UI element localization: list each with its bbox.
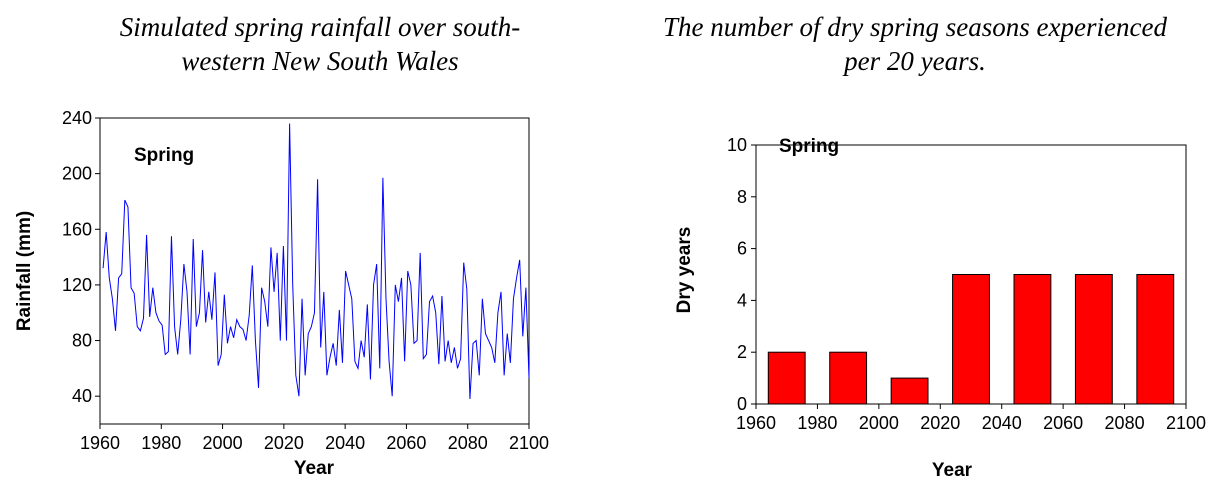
dry-years-bar-chart: 1960 1980 2000 2020 2040 2060 2080 21000246810 … [674,135,1206,481]
dry-years-chart-title: The number of dry spring seasons experie… [663,12,1167,76]
rainfall-line-chart: 1960 1980 2000 2020 2040 2060 2080 2100 40 80 120 1… [14,108,549,479]
rainfall-chart-title: Simulated spring rainfall over south-wes… [119,12,521,76]
rainfall-x-tick-label: 2040 [325,433,365,453]
dry-years-season-label: Spring [779,136,839,157]
dry-years-bar [829,351,868,405]
dry-years-bar [767,351,806,405]
rainfall-y-axis-label: Rainfall (mm) [14,211,35,331]
dry-years-x-axis-label: Year [932,460,973,481]
dry-years-bar [890,377,929,405]
dry-years-x-tick-label: 2000 [859,413,899,433]
dry-years-y-tick-label: 8 [737,187,747,207]
dry-years-y-axis-label: Dry years [674,227,695,314]
dry-years-plot-frame [755,144,1187,405]
dry-years-y-tick-label: 2 [737,342,747,362]
rainfall-plot-frame [99,117,530,425]
dry-years-bar [1074,274,1113,405]
dry-years-bar [1013,274,1052,405]
rainfall-season-label: Spring [134,145,194,166]
dry-years-x-tick-label: 2080 [1105,413,1145,433]
dry-years-y-tick-label: 6 [737,239,747,259]
dry-years-x-tick-label: 2020 [920,413,960,433]
dry-years-bar [952,274,990,405]
rainfall-y-tick-label: 200 [62,164,92,184]
rainfall-y-tick-label: 40 [72,386,92,406]
rainfall-x-tick-label: 2060 [386,433,426,453]
dry-years-y-tick-label: 10 [727,135,747,155]
dry-years-x-tick-label: 2060 [1043,413,1083,433]
rainfall-x-tick-label: 1980 [141,433,181,453]
dry-years-y-tick-label: 0 [737,394,747,414]
dry-years-bar [1136,274,1175,405]
dry-years-x-tick-label: 1980 [797,413,837,433]
dry-years-x-tick-label: 2040 [982,413,1022,433]
rainfall-x-tick-label: 2020 [264,433,304,453]
rainfall-x-tick-label: 1960 [80,433,120,453]
rainfall-y-tick-label: 80 [72,331,92,351]
dry-years-y-tick-label: 4 [737,290,747,310]
dry-years-x-tick-label: 1960 [736,413,776,433]
rainfall-series-line [102,123,530,399]
rainfall-y-tick-label: 160 [62,219,92,239]
rainfall-y-tick-label: 240 [62,108,92,128]
dry-years-x-tick-label: 2100 [1166,413,1206,433]
rainfall-x-axis-label: Year [294,458,335,479]
rainfall-x-tick-label: 2000 [203,433,243,453]
rainfall-x-tick-label: 2100 [509,433,549,453]
rainfall-x-tick-label: 2080 [448,433,488,453]
rainfall-y-tick-label: 120 [62,275,92,295]
